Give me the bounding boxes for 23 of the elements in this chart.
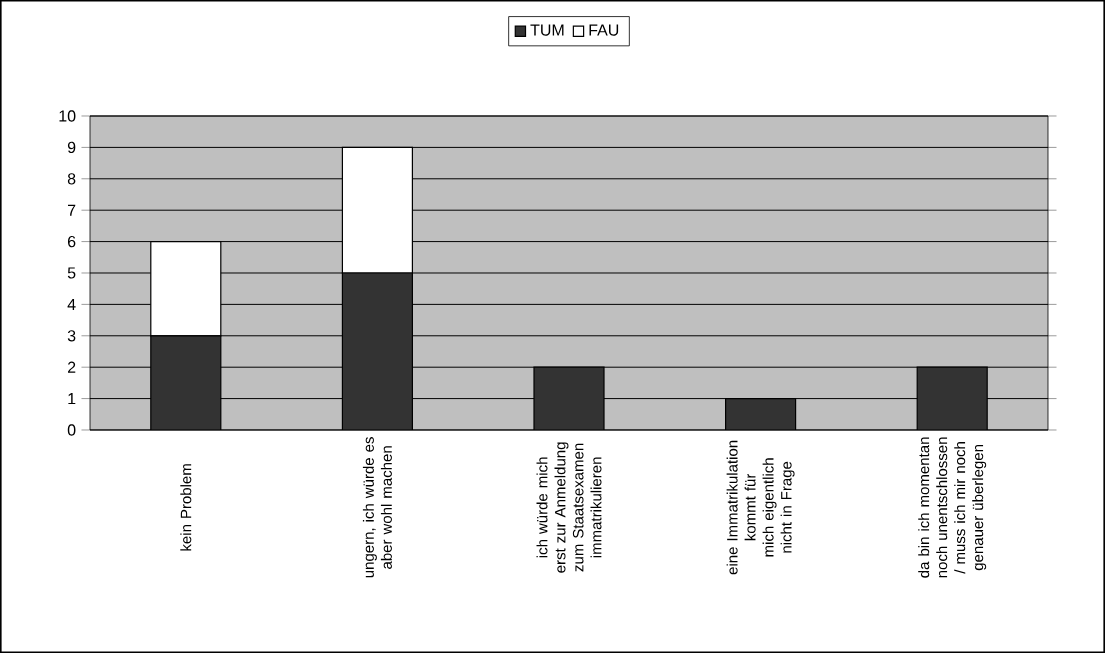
x-tick-label: kein Problem [180, 464, 192, 551]
y-tick-label: 5 [67, 267, 76, 279]
x-tick-label: da bin ich momentan noch unentschlossen / muss ich mir noch genauer überlegen [918, 437, 987, 578]
bar [724, 397, 797, 430]
bar [533, 366, 605, 430]
bar [341, 272, 413, 430]
x-tick-label: eine Immatrikulation kommt für mich eigentlich nicht in Frage [726, 440, 795, 575]
bar [150, 335, 222, 430]
x-tick-label: ich würde mich erst zur Anmeldung zum Staatsexamen immatrikulieren [536, 442, 602, 573]
y-tick-label: 6 [67, 235, 76, 248]
y-tick-label: 8 [67, 173, 76, 185]
y-tick-label: 7 [67, 204, 76, 216]
x-tick-label: ungern, ich würde es aber wohl machen [362, 437, 392, 578]
y-tick-label: 3 [67, 330, 76, 342]
y-tick-label: 0 [67, 424, 76, 436]
y-tick-label: 4 [67, 298, 76, 310]
y-tick-label: 2 [67, 361, 76, 373]
bar [916, 366, 988, 430]
legend-label: TUM [530, 24, 564, 36]
y-tick-label: 9 [67, 141, 76, 154]
y-tick-label: 1 [68, 393, 76, 405]
legend-label: FAU [589, 24, 619, 36]
y-tick-label: 10 [59, 110, 76, 122]
